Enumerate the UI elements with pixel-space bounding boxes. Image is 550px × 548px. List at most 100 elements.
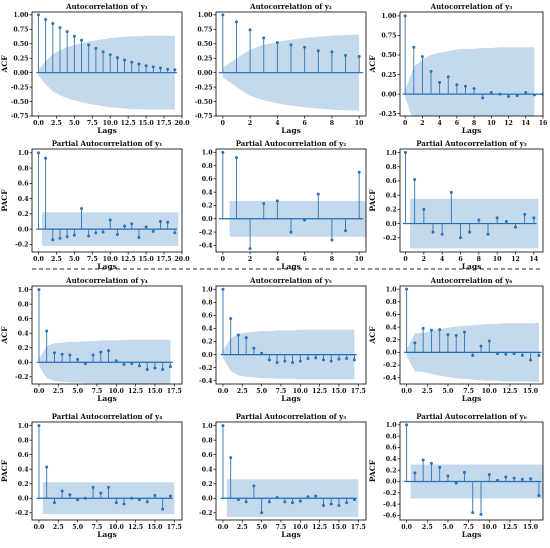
- point-14: [524, 91, 528, 95]
- y-tick-label: 0.0: [18, 226, 29, 233]
- point-6: [303, 45, 307, 49]
- point-6: [83, 496, 87, 500]
- point-10: [357, 54, 361, 58]
- point-3: [60, 352, 64, 356]
- point-8: [283, 500, 287, 504]
- x-tick-label: 17.5: [157, 120, 172, 127]
- y-axis-label: PACF: [0, 459, 9, 482]
- point-13: [137, 498, 141, 502]
- point-13: [512, 476, 516, 480]
- plot-area: [218, 150, 366, 251]
- x-tick-label: 10.0: [293, 388, 309, 395]
- point-0: [37, 288, 41, 292]
- point-6: [303, 218, 307, 222]
- plot-area: [218, 13, 364, 111]
- x-tick-label: 7.5: [276, 524, 287, 531]
- point-14: [145, 500, 149, 504]
- y-tick-label: 0.50: [197, 41, 213, 48]
- y-tick-label: 0.0: [386, 479, 397, 486]
- point-11: [122, 362, 126, 366]
- x-tick-label: 12.5: [128, 524, 143, 531]
- point-6: [267, 358, 271, 362]
- point-13: [515, 94, 519, 98]
- point-16: [161, 367, 165, 371]
- point-15: [144, 225, 148, 229]
- point-15: [532, 93, 536, 97]
- y-tick-label: 0.75: [13, 27, 28, 34]
- point-4: [440, 232, 444, 236]
- point-8: [283, 359, 287, 363]
- x-tick-label: 15.0: [139, 256, 155, 263]
- point-14: [145, 367, 149, 371]
- point-8: [330, 50, 334, 54]
- point-17: [158, 66, 162, 70]
- point-17: [168, 365, 172, 369]
- point-8: [477, 218, 481, 222]
- point-6: [83, 362, 87, 366]
- point-0: [36, 151, 40, 155]
- y-axis-label: ACF: [0, 55, 9, 74]
- y-tick-label: 0.25: [13, 55, 28, 62]
- point-12: [130, 496, 134, 500]
- point-16: [537, 494, 541, 498]
- point-9: [101, 50, 105, 54]
- plot-frame: [399, 421, 544, 521]
- point-3: [429, 461, 433, 465]
- y-tick-label: -0.2: [15, 510, 28, 517]
- point-19: [173, 68, 177, 72]
- y-tick-label: 0.00: [13, 70, 29, 77]
- x-tick-label: 12.5: [312, 524, 327, 531]
- point-14: [520, 477, 524, 481]
- x-tick-label: 0.0: [34, 388, 45, 395]
- y-tick-label: 0.4: [18, 330, 29, 337]
- y-tick-label: 1.0: [18, 423, 29, 430]
- point-5: [446, 333, 450, 337]
- point-15: [144, 64, 148, 68]
- y-tick-label: -0.50: [11, 99, 29, 106]
- x-axis-label: Lags: [281, 530, 301, 539]
- x-tick-label: 0: [221, 256, 226, 263]
- y-tick-label: 0.2: [202, 481, 213, 488]
- x-tick-label: 17.5: [351, 388, 366, 395]
- point-12: [314, 494, 318, 498]
- y-tick-label: -0.4: [383, 375, 397, 382]
- plot-frame: [31, 11, 183, 117]
- point-10: [108, 218, 112, 222]
- y-tick-label: 0.6: [18, 452, 29, 459]
- y-tick-label: -0.25: [11, 84, 29, 91]
- point-5: [76, 498, 80, 502]
- x-tick-label: 10: [355, 256, 364, 263]
- plot-frame: [215, 148, 367, 253]
- point-19: [173, 231, 177, 235]
- y-tick-label: 0.50: [381, 52, 397, 59]
- point-11: [122, 502, 126, 506]
- confidence-band: [405, 47, 535, 116]
- panel-12: 0.0 2.5 5.0 7.5 10.0 12.5 15.0 -0.6 -0.4 -0.2 0.0 0…: [368, 412, 544, 539]
- x-tick-label: 5.0: [443, 524, 454, 531]
- plot-area: [220, 287, 357, 380]
- panel-title: Autocorrelation of y₃: [430, 2, 513, 11]
- point-2: [420, 55, 424, 59]
- x-tick-label: 0: [403, 256, 408, 263]
- y-tick-label: 1.00: [13, 12, 29, 19]
- panel-title: Partial Autocorrelation of y₂: [236, 139, 347, 148]
- x-tick-label: 20.0: [174, 256, 190, 263]
- x-tick-label: 12.5: [121, 120, 136, 127]
- y-tick-label: 0.0: [202, 495, 213, 502]
- x-tick-label: 4: [440, 256, 445, 263]
- y-tick-label: 0.6: [386, 312, 397, 319]
- point-3: [429, 69, 433, 73]
- y-tick-label: 0.8: [202, 300, 213, 307]
- point-0: [405, 423, 409, 427]
- panel-11: 0.0 2.5 5.0 7.5 10.0 12.5 15.0 17.5 -0.2 0.0 0.2 0.…: [199, 412, 367, 539]
- point-8: [94, 46, 98, 50]
- x-tick-label: 0.0: [401, 388, 412, 395]
- point-16: [161, 507, 165, 511]
- panel-6: 0 2 4 6 8 10 12 14 -0.2 0.0 0.2 0.4 0.6 0.8 1.0 Partial…: [368, 139, 544, 271]
- x-tick-label: 15.0: [139, 120, 155, 127]
- point-1: [234, 156, 238, 160]
- x-tick-label: 10.0: [482, 388, 498, 395]
- point-3: [262, 201, 266, 205]
- point-2: [236, 333, 240, 337]
- y-tick-label: 0.6: [386, 445, 397, 452]
